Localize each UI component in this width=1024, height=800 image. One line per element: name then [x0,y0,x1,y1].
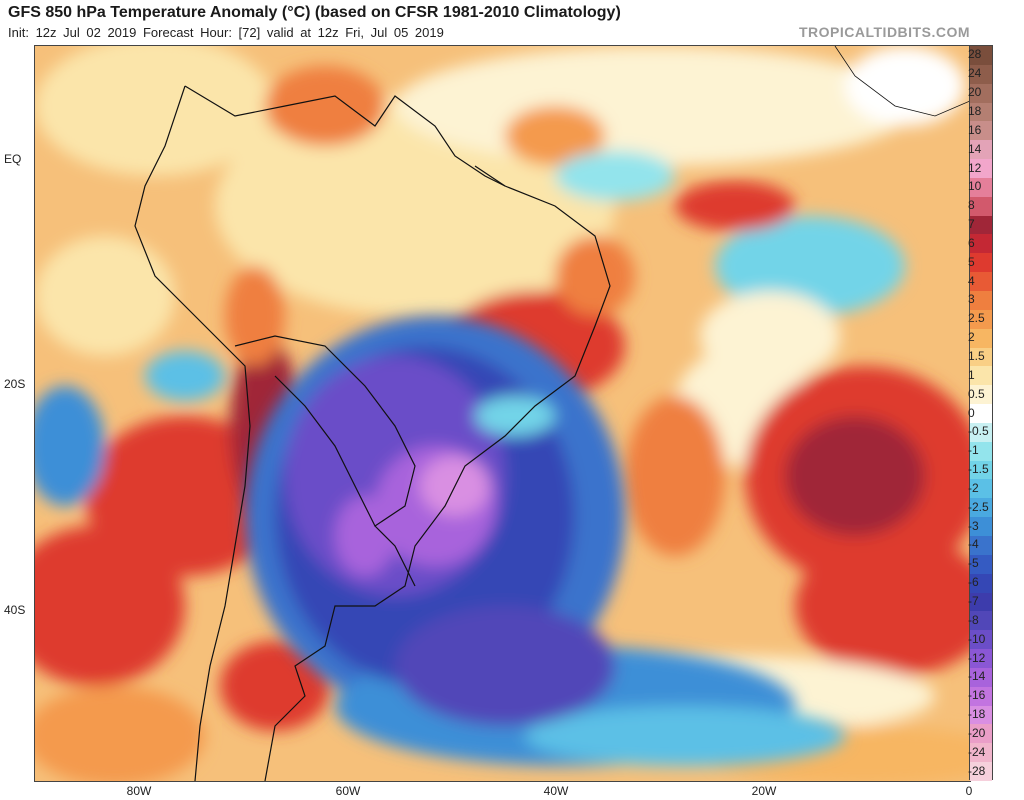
colorbar-segment [970,517,992,537]
lon-label-60w: 60W [335,784,361,798]
colorbar-segment [970,140,992,160]
colorbar-segment [970,686,992,706]
colorbar-label: -16 [968,688,986,703]
colorbar-label: -2.5 [968,499,989,514]
colorbar-segment [970,649,992,669]
colorbar-segment [970,762,992,782]
colorbar-label: 1.5 [968,348,985,363]
colorbar-label: 6 [968,235,975,250]
colorbar-label: 20 [968,85,982,100]
colorbar-label: -14 [968,669,986,684]
colorbar-label: 14 [968,141,982,156]
colorbar-label: -5 [968,556,979,571]
anomaly-map[interactable] [34,45,971,782]
colorbar-segment [970,667,992,687]
colorbar-segment [970,177,992,197]
colorbar-segment [970,460,992,480]
colorbar-label: 2 [968,330,975,345]
colorbar-label: 10 [968,179,982,194]
colorbar-label: 4 [968,273,975,288]
colorbar-label: 0 [968,405,975,420]
colorbar-label: -10 [968,631,986,646]
colorbar-label: -3 [968,518,979,533]
colorbar-segment [970,291,992,310]
colorbar-segment [970,441,992,461]
colorbar-label: -20 [968,725,986,740]
colorbar-label: 5 [968,254,975,269]
colorbar-label: -18 [968,707,986,722]
colorbar-segment [970,253,992,273]
forecast-info: Init: 12z Jul 02 2019 Forecast Hour: [72… [8,25,444,40]
colorbar-segment [970,121,992,141]
colorbar-segment [970,630,992,650]
colorbar-label: 3 [968,292,975,307]
colorbar-segment [970,385,992,405]
colorbar-label: 8 [968,198,975,213]
colorbar-segment [970,724,992,744]
colorbar-label: -2 [968,480,979,495]
brand-watermark: TROPICALTIDBITS.COM [798,24,970,40]
lat-label-40s: 40S [4,603,26,617]
africa-coast [834,46,970,117]
colorbar-segment [970,64,992,84]
colorbar-label: 18 [968,103,982,118]
colorbar-segment [970,328,992,348]
colorbar-segment [970,479,992,499]
colorbar-label: -7 [968,593,979,608]
colorbar-segment [970,498,992,518]
colorbar-segment [970,347,992,367]
colorbar-label: 24 [968,66,982,81]
colorbar-label: 7 [968,217,975,232]
colorbar-label: -1.5 [968,462,989,477]
anomaly-field [35,46,970,781]
colorbar-label: 28 [968,47,982,62]
colorbar-segment [970,422,992,442]
colorbar-label: -4 [968,537,979,552]
colorbar-segment [970,272,992,292]
colorbar-segment [970,366,992,386]
colorbar-segment [970,743,992,763]
colorbar-label: -8 [968,612,979,627]
colorbar-label: 12 [968,160,982,175]
lon-label-80w: 80W [126,784,152,798]
colorbar-segment [970,611,992,631]
lon-label-20w: 20W [751,784,777,798]
colorbar-segment [970,554,992,574]
coastlines [134,85,611,781]
lon-label-40w: 40W [543,784,569,798]
colorbar [969,45,993,782]
colorbar-label: 1 [968,367,975,382]
colorbar-segment [970,573,992,593]
colorbar-segment [970,705,992,725]
colorbar-label: 16 [968,122,982,137]
colorbar-label: -12 [968,650,986,665]
colorbar-segment [970,404,992,424]
colorbar-segment [970,159,992,179]
colorbar-segment [970,83,992,103]
colorbar-label: -28 [968,763,986,778]
colorbar-label: -6 [968,575,979,590]
lon-label-0: 0 [965,784,973,798]
map-title: GFS 850 hPa Temperature Anomaly (°C) (ba… [8,4,621,21]
colorbar-segment [970,592,992,612]
lat-label-eq: EQ [4,152,22,166]
colorbar-segment [970,102,992,122]
colorbar-segment [970,196,992,216]
colorbar-segment [970,215,992,235]
colorbar-segment [970,46,992,65]
colorbar-label: 0.5 [968,386,985,401]
colorbar-label: 2.5 [968,311,985,326]
colorbar-segment [970,536,992,555]
colorbar-label: -24 [968,744,986,759]
colorbar-segment [970,309,992,329]
lat-label-20s: 20S [4,377,26,391]
colorbar-label: -0.5 [968,424,989,439]
colorbar-label: -1 [968,443,979,458]
colorbar-segment [970,234,992,254]
